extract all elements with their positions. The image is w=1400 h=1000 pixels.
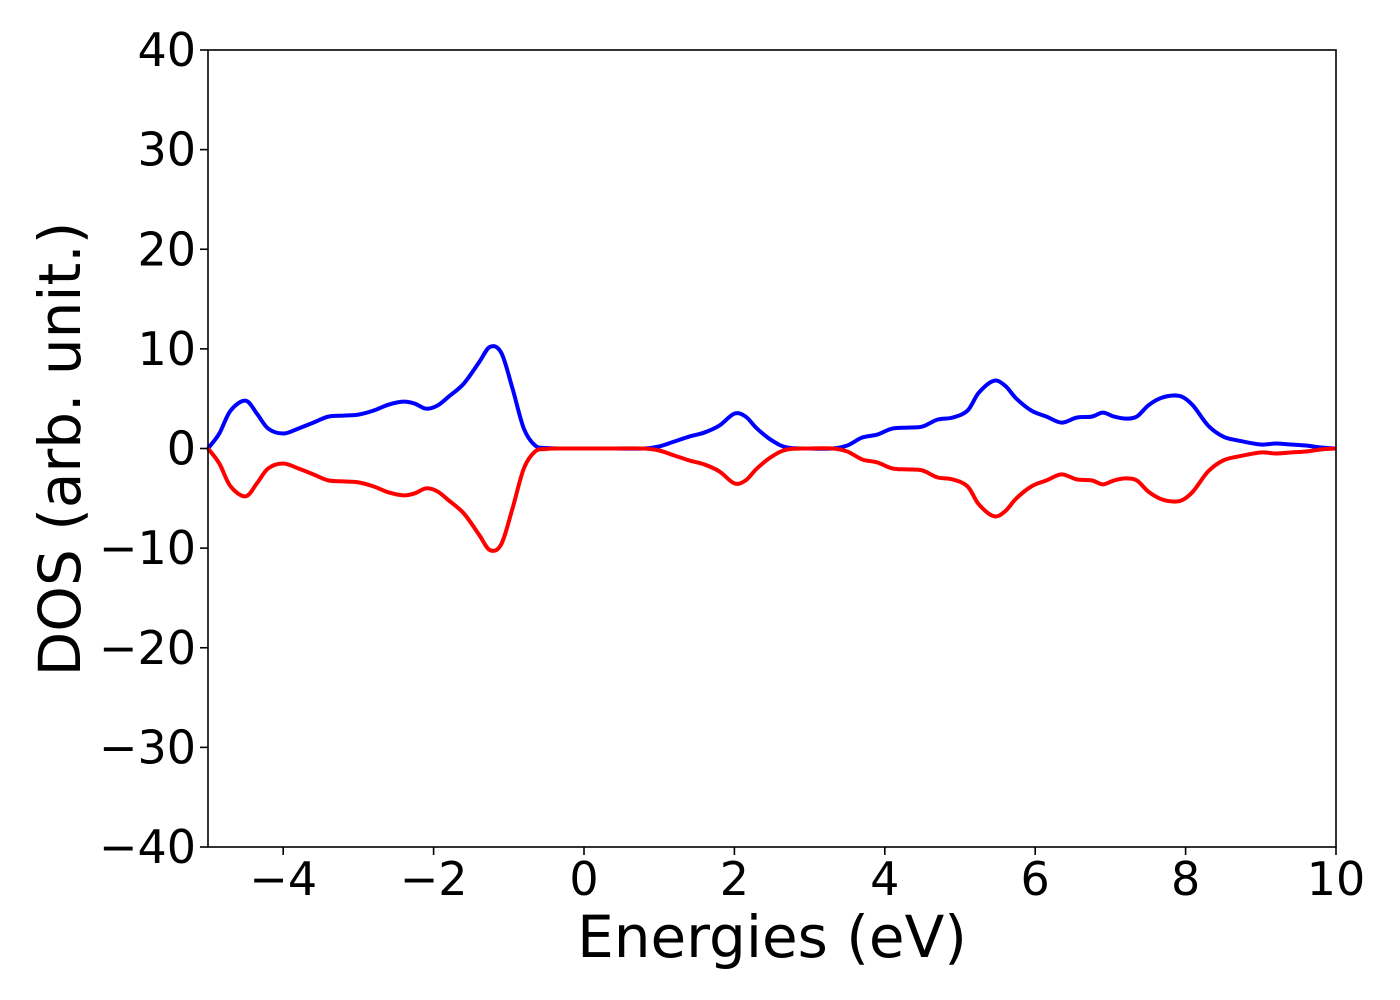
- x-tick-label: −4: [249, 852, 317, 906]
- x-tick-label: 2: [720, 852, 749, 906]
- x-tick-label: 0: [569, 852, 598, 906]
- y-tick-label: 20: [137, 222, 196, 276]
- y-tick-label: −40: [99, 820, 196, 874]
- y-axis-ticks: −40 −30 −20 −10 0 10 20 30 40: [99, 23, 208, 874]
- y-tick-label: −20: [99, 621, 196, 675]
- x-axis-label: Energies (eV): [577, 903, 967, 971]
- x-tick-label: 6: [1021, 852, 1050, 906]
- y-axis-label: DOS (arb. unit.): [26, 222, 94, 677]
- dos-series-line-2: [206, 446, 1337, 553]
- plot-frame: [207, 49, 1337, 848]
- x-tick-label: 10: [1307, 852, 1366, 906]
- y-tick-label: −10: [99, 521, 196, 575]
- series-layer: [206, 344, 1337, 553]
- dos-series-line-1: [206, 344, 1337, 451]
- y-tick-label: 40: [137, 23, 196, 77]
- y-tick-label: −30: [99, 720, 196, 774]
- y-tick-label: 0: [167, 422, 196, 476]
- x-axis-ticks: −4 −2 0 2 4 6 8 10: [249, 847, 1365, 906]
- y-tick-label: 30: [137, 123, 196, 177]
- y-tick-label: 10: [137, 322, 196, 376]
- x-tick-label: 8: [1171, 852, 1200, 906]
- x-tick-label: 4: [870, 852, 899, 906]
- x-tick-label: −2: [400, 852, 468, 906]
